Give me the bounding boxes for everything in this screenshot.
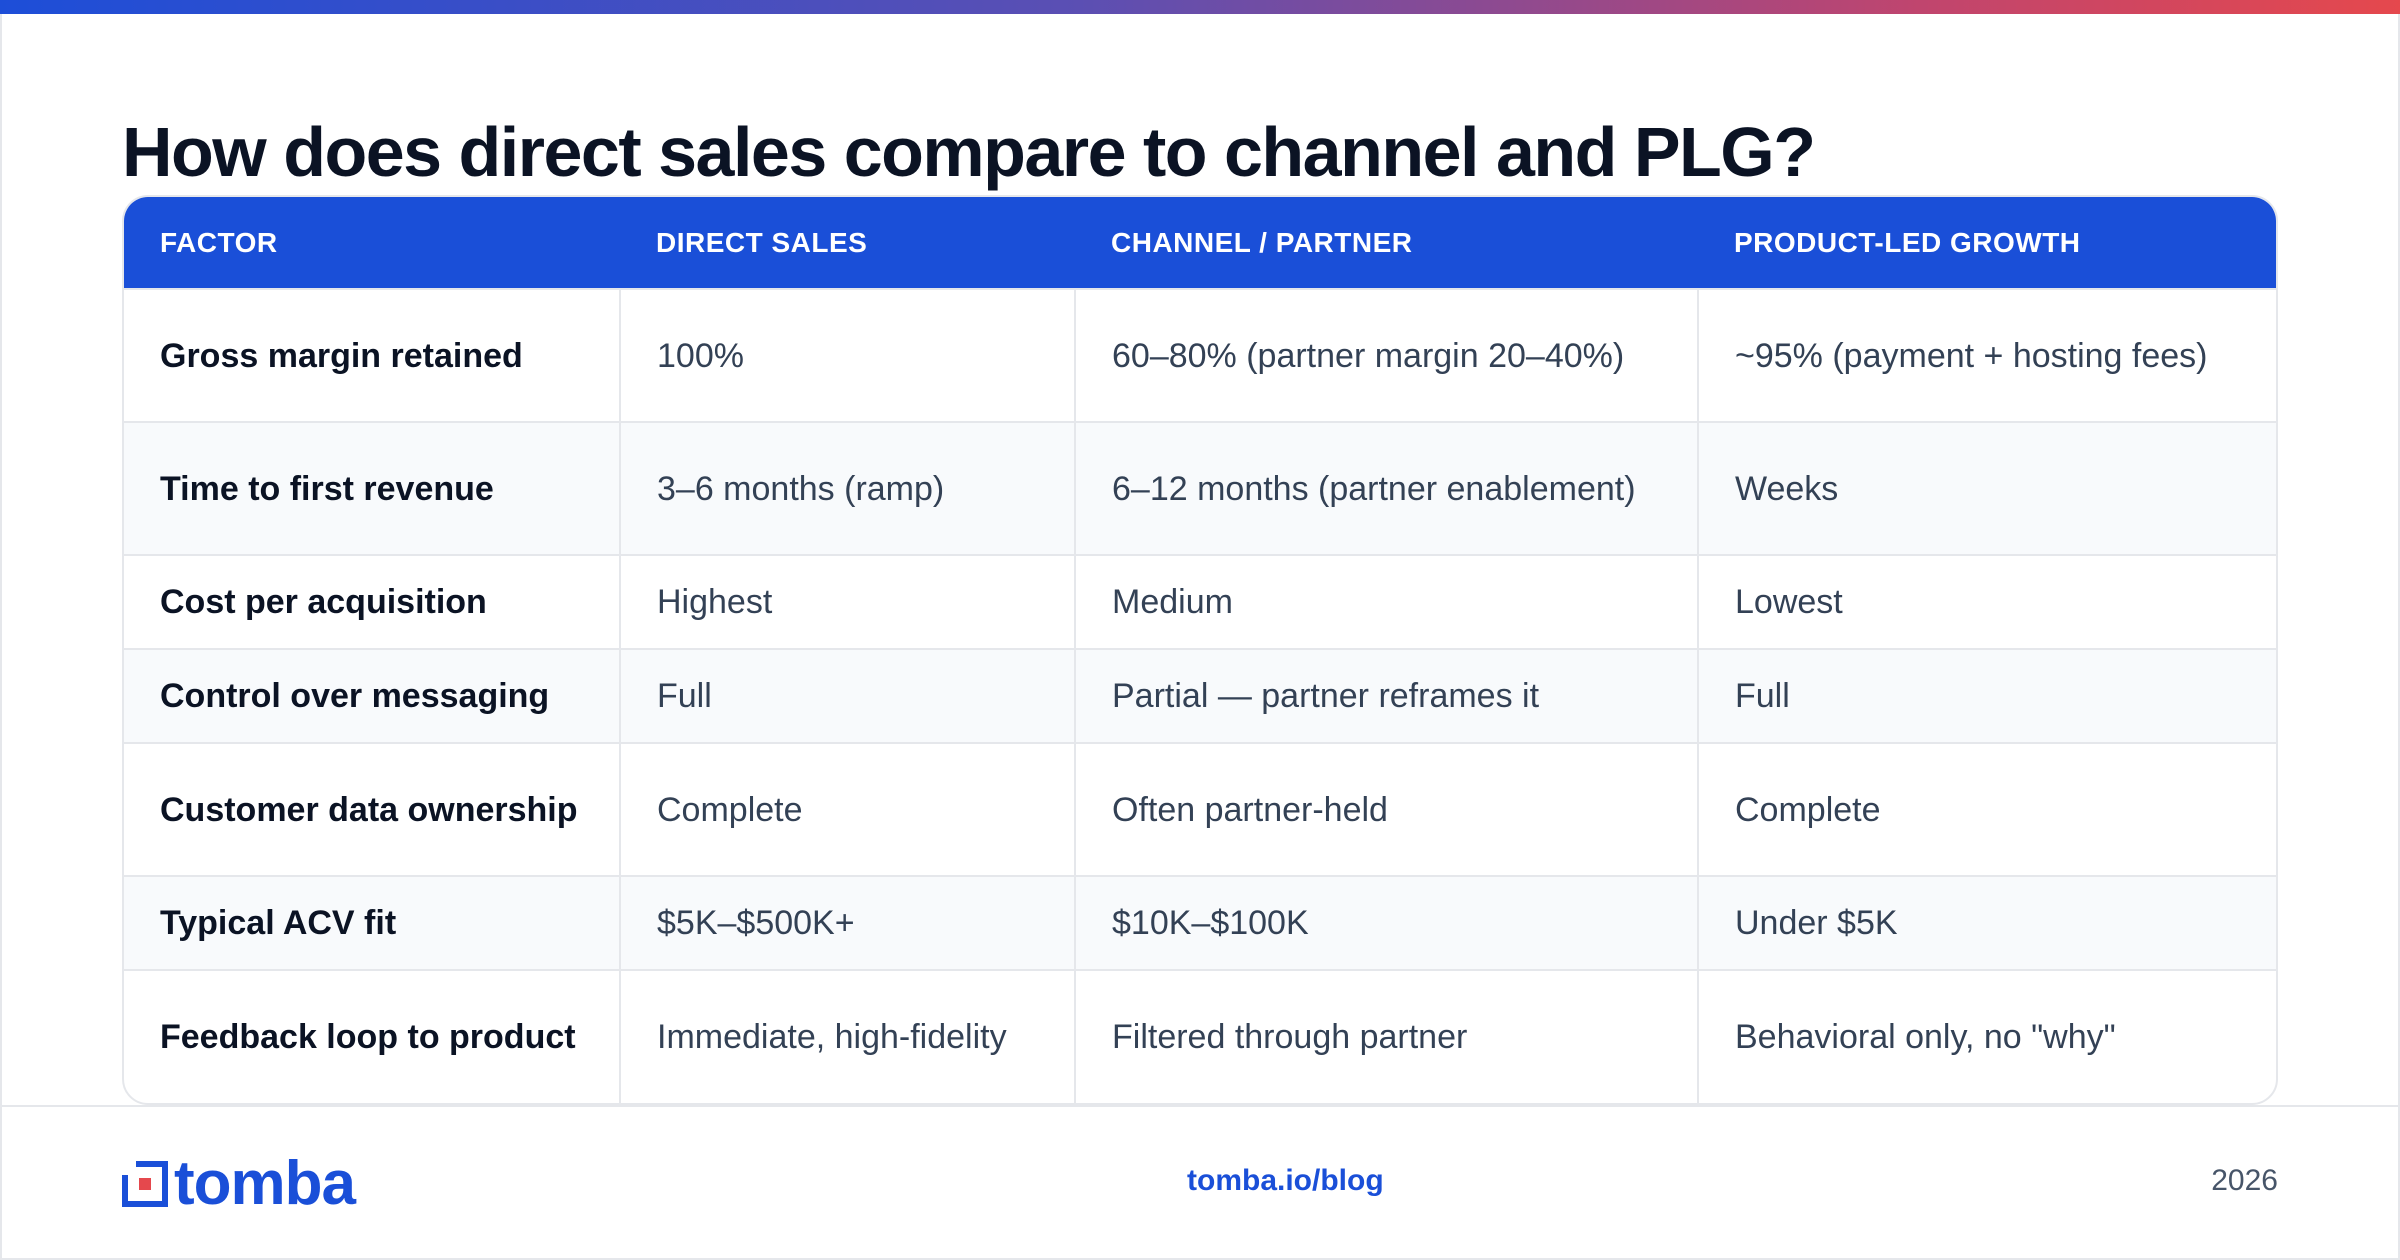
plg-cell: Lowest <box>1697 555 2276 649</box>
logo-wordmark: tomba <box>174 1149 356 1218</box>
channel-partner-cell: 6–12 months (partner enablement) <box>1074 422 1698 555</box>
plg-cell: Complete <box>1697 743 2276 876</box>
factor-cell: Time to first revenue <box>160 469 494 508</box>
direct-sales-cell: Highest <box>619 555 1075 649</box>
blog-link[interactable]: tomba.io/blog <box>1187 1164 1384 1197</box>
table-row: Cost per acquisition Highest Medium Lowe… <box>124 555 2276 649</box>
plg-cell: Under $5K <box>1697 876 2276 970</box>
comparison-table: FACTOR DIRECT SALES CHANNEL / PARTNER PR… <box>122 195 2278 1105</box>
table-row: Control over messaging Full Partial — pa… <box>124 649 2276 743</box>
channel-partner-cell: 60–80% (partner margin 20–40%) <box>1074 289 1698 422</box>
direct-sales-cell: 3–6 months (ramp) <box>619 422 1075 555</box>
tomba-logo-icon <box>122 1161 168 1207</box>
channel-partner-cell: Partial — partner reframes it <box>1074 649 1698 743</box>
direct-sales-cell: $5K–$500K+ <box>619 876 1075 970</box>
direct-sales-cell: Complete <box>619 743 1075 876</box>
table-row: Feedback loop to product Immediate, high… <box>124 970 2276 1103</box>
channel-partner-cell: Often partner-held <box>1074 743 1698 876</box>
footer-year: 2026 <box>2211 1164 2278 1197</box>
table-row: Typical ACV fit $5K–$500K+ $10K–$100K Un… <box>124 876 2276 970</box>
plg-cell: Weeks <box>1697 422 2276 555</box>
table-row: Time to first revenue 3–6 months (ramp) … <box>124 422 2276 555</box>
factor-cell: Control over messaging <box>160 677 550 715</box>
direct-sales-cell: Full <box>619 649 1075 743</box>
channel-partner-cell: Filtered through partner <box>1074 970 1698 1103</box>
plg-cell: Behavioral only, no "why" <box>1697 970 2276 1103</box>
header-channel-partner: CHANNEL / PARTNER <box>1111 226 1413 258</box>
gradient-top-bar <box>0 0 2400 14</box>
channel-partner-cell: Medium <box>1074 555 1698 649</box>
plg-cell: ~95% (payment + hosting fees) <box>1697 289 2276 422</box>
page-title: How does direct sales compare to channel… <box>122 113 1816 191</box>
header-product-led-growth: PRODUCT-LED GROWTH <box>1734 226 2081 258</box>
header-factor: FACTOR <box>160 226 278 258</box>
factor-cell: Cost per acquisition <box>160 583 487 621</box>
channel-partner-cell: $10K–$100K <box>1074 876 1698 970</box>
tomba-logo: tomba <box>122 1149 356 1218</box>
table-header-row: FACTOR DIRECT SALES CHANNEL / PARTNER PR… <box>124 197 2276 289</box>
factor-cell: Typical ACV fit <box>160 904 397 942</box>
direct-sales-cell: Immediate, high-fidelity <box>619 970 1075 1103</box>
direct-sales-cell: 100% <box>619 289 1075 422</box>
table-row: Customer data ownership Complete Often p… <box>124 743 2276 876</box>
header-direct-sales: DIRECT SALES <box>656 226 868 258</box>
factor-cell: Gross margin retained <box>160 336 523 375</box>
footer-divider <box>0 1105 2400 1107</box>
factor-cell: Feedback loop to product <box>160 1018 576 1056</box>
factor-cell: Customer data ownership <box>160 790 578 829</box>
table-row: Gross margin retained 100% 60–80% (partn… <box>124 289 2276 422</box>
plg-cell: Full <box>1697 649 2276 743</box>
